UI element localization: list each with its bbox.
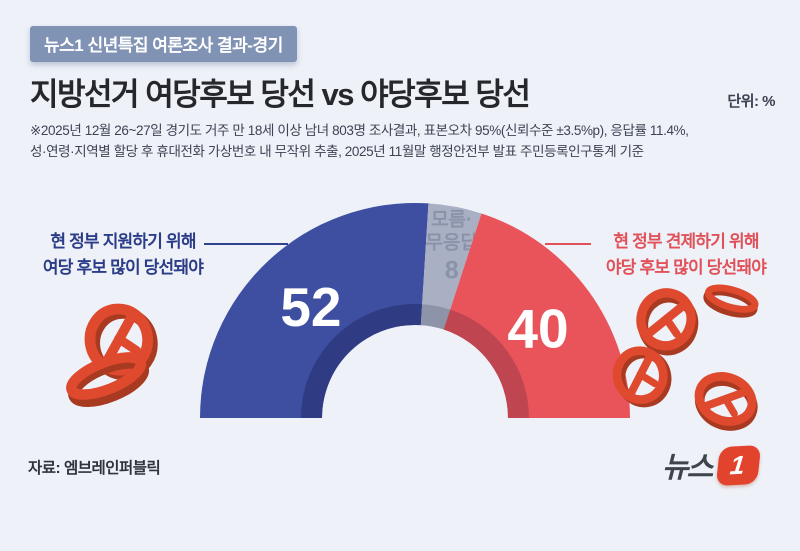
chart-segment-undecided — [420, 203, 482, 330]
annotation-opposition: 현 정부 견제하기 위해 야당 후보 많이 당선돼야 — [592, 229, 780, 281]
ballot-stamp-ring-icon — [66, 352, 150, 408]
annotation-right-line-2: 야당 후보 많이 당선돼야 — [605, 258, 767, 277]
chart-segment-opposition-win — [443, 213, 630, 418]
chart-segment-ruling-party-win — [200, 203, 429, 418]
segment-value-ruling-party-win: 52 — [280, 276, 341, 338]
segment-label-undecided: 모름· — [431, 208, 472, 230]
segment-label-undecided: 무응답 — [426, 231, 479, 253]
segment-value-undecided: 8 — [445, 256, 459, 284]
ballot-stamp-icon — [636, 288, 699, 356]
ballot-stamp-icon — [694, 372, 758, 431]
chart-segment-shadow-opposition-win — [443, 309, 529, 418]
methodology-text: ※2025년 12월 26~27일 경기도 거주 만 18세 이상 남녀 803… — [30, 120, 780, 162]
news1-logo-numeral: 1 — [729, 449, 747, 480]
badge: 뉴스1 신년특집 여론조사 결과-경기 — [30, 26, 297, 62]
news1-logo-text: 뉴스 — [662, 452, 713, 484]
methodology-line-2: 성·연령·지역별 할당 후 휴대전화 가상번호 내 무작위 추출, 2025년 … — [30, 144, 644, 159]
annotation-right-line-1: 현 정부 견제하기 위해 — [613, 232, 759, 251]
methodology-line-1: ※2025년 12월 26~27일 경기도 거주 만 18세 이상 남녀 803… — [30, 123, 689, 138]
annotation-left-line-1: 현 정부 지원하기 위해 — [50, 232, 196, 251]
annotation-line-left — [204, 243, 288, 245]
annotation-ruling-party: 현 정부 지원하기 위해 여당 후보 많이 당선돼야 — [32, 229, 214, 281]
chart-segment-shadow-ruling-party-win — [301, 304, 423, 418]
news1-logo: 뉴스 1 — [662, 444, 762, 486]
ballot-stamp-icon — [612, 346, 672, 408]
annotation-line-right — [545, 243, 591, 245]
unit-label: 단위: % — [727, 93, 775, 110]
chart-segment-shadow-undecided — [420, 304, 451, 330]
annotation-left-line-2: 여당 후보 많이 당선돼야 — [42, 258, 204, 277]
source-text: 자료: 엠브레인퍼블릭 — [28, 460, 161, 477]
ballot-stamp-ring-icon — [703, 284, 759, 318]
page-title: 지방선거 여당후보 당선 vs 야당후보 당선 — [30, 77, 531, 112]
segment-value-opposition-win: 40 — [507, 298, 568, 360]
news1-logo-mark-icon: 1 — [716, 444, 762, 486]
